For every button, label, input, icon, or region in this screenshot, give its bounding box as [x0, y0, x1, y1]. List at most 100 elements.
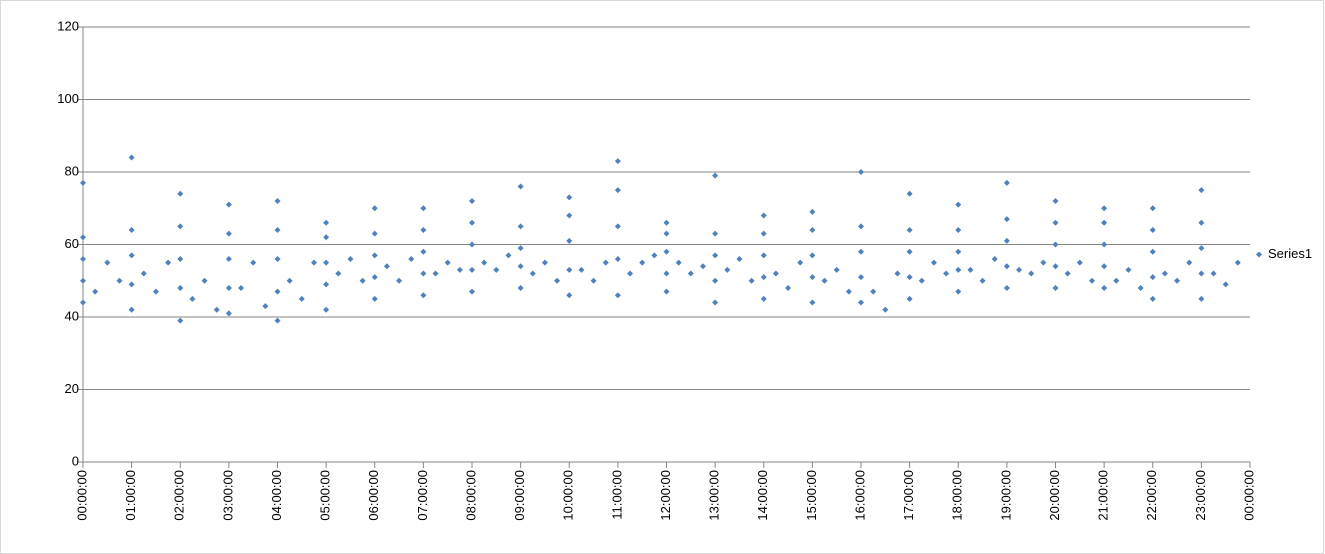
point — [858, 169, 864, 175]
point — [323, 281, 330, 288]
point — [858, 248, 864, 255]
point — [274, 317, 281, 324]
x-tick-label: 16:00:00 — [852, 470, 867, 521]
point — [128, 227, 135, 233]
point — [469, 288, 475, 295]
point — [1003, 216, 1010, 223]
point — [493, 266, 500, 273]
point — [809, 208, 816, 215]
point — [809, 299, 816, 306]
point — [967, 266, 974, 273]
point — [1003, 285, 1010, 291]
point — [408, 256, 415, 262]
point — [359, 277, 366, 284]
point — [225, 201, 232, 208]
point — [1052, 241, 1059, 248]
point — [1003, 179, 1010, 186]
point — [1234, 259, 1241, 266]
point — [420, 292, 427, 299]
x-tick-label: 08:00:00 — [463, 470, 478, 521]
point — [712, 277, 719, 284]
point — [1125, 266, 1132, 273]
point — [1003, 237, 1010, 244]
x-tick-label: 02:00:00 — [172, 470, 187, 521]
point — [517, 245, 524, 252]
point — [833, 266, 840, 273]
point — [444, 259, 451, 266]
y-tick-label: 60 — [65, 236, 79, 251]
point — [420, 205, 427, 212]
point — [955, 266, 962, 273]
x-tick-label: 11:00:00 — [609, 470, 624, 520]
point — [699, 263, 706, 270]
point — [614, 158, 621, 165]
point — [1198, 270, 1205, 277]
point — [517, 183, 524, 190]
point — [675, 259, 682, 266]
point — [760, 230, 767, 237]
point — [566, 194, 573, 201]
point — [578, 266, 585, 273]
point — [274, 288, 281, 295]
point — [92, 288, 99, 295]
point — [298, 295, 305, 302]
point — [1198, 295, 1205, 302]
point — [906, 274, 913, 281]
point — [189, 295, 196, 302]
point — [1064, 270, 1071, 277]
point — [469, 219, 475, 226]
point — [906, 190, 913, 197]
point — [627, 270, 634, 277]
x-tick-label: 19:00:00 — [998, 470, 1013, 521]
point — [274, 227, 281, 233]
point — [80, 256, 86, 262]
y-tick-label: 0 — [72, 453, 79, 468]
x-tick-label: 09:00:00 — [512, 470, 527, 521]
point — [286, 277, 293, 284]
point — [748, 277, 755, 284]
y-tick-label: 20 — [65, 381, 79, 396]
point — [505, 252, 512, 259]
point — [906, 295, 913, 302]
point — [128, 306, 135, 313]
point — [469, 198, 475, 204]
point — [335, 270, 342, 277]
point — [469, 241, 475, 248]
point — [809, 274, 816, 281]
point — [736, 256, 743, 262]
point — [1198, 187, 1205, 194]
point — [663, 270, 670, 277]
point — [213, 306, 220, 313]
x-tick-label: 12:00:00 — [658, 470, 673, 521]
point — [785, 285, 792, 291]
point — [225, 230, 232, 237]
point — [760, 274, 767, 281]
point — [1101, 205, 1108, 212]
point — [104, 259, 111, 266]
point — [420, 227, 427, 233]
point — [614, 187, 621, 194]
point — [772, 270, 779, 277]
point — [724, 266, 731, 273]
point — [128, 154, 135, 161]
point — [469, 266, 475, 273]
point — [906, 248, 913, 255]
point — [687, 270, 694, 277]
point — [323, 259, 330, 266]
point — [943, 270, 950, 277]
point — [760, 295, 767, 302]
point — [845, 288, 852, 295]
point — [566, 212, 573, 219]
point — [1210, 270, 1217, 277]
x-tick-label: 13:00:00 — [707, 470, 722, 521]
point — [1101, 241, 1108, 248]
point — [177, 256, 184, 262]
point — [177, 285, 184, 291]
point — [663, 288, 670, 295]
point — [323, 234, 330, 241]
point — [991, 256, 998, 262]
point — [894, 270, 901, 277]
point — [116, 277, 123, 284]
point — [1016, 266, 1023, 273]
